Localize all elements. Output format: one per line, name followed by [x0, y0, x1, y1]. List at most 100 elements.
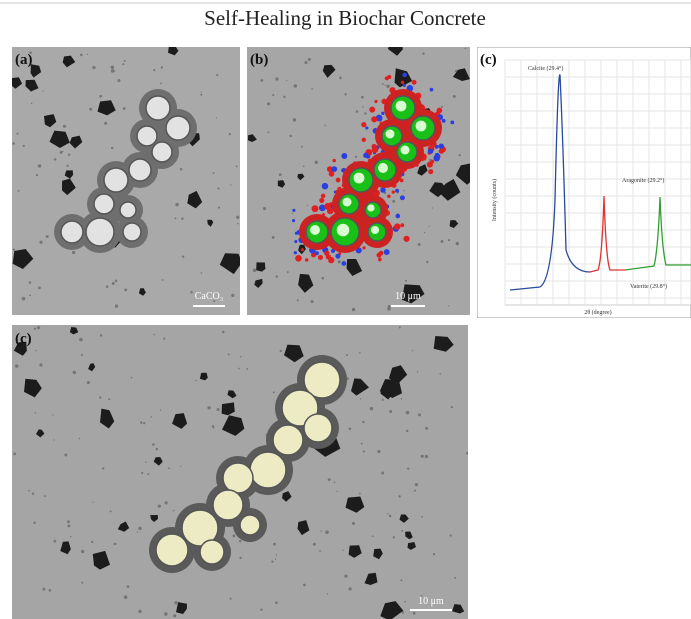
speck [318, 255, 323, 260]
speck [276, 554, 278, 556]
speck [286, 80, 287, 81]
speck [365, 126, 368, 129]
speck [80, 54, 83, 57]
speck [406, 430, 408, 432]
speck [222, 331, 225, 334]
speck [141, 472, 143, 474]
speck [301, 248, 304, 251]
speck [33, 522, 35, 524]
speck [150, 416, 152, 418]
speck [421, 455, 424, 458]
speck [52, 414, 53, 415]
speck [406, 411, 410, 415]
speck [200, 94, 202, 96]
speck [231, 294, 234, 297]
speck [236, 216, 239, 219]
glow [416, 121, 427, 132]
speck [413, 612, 416, 615]
speck [35, 350, 36, 351]
speck [72, 251, 75, 254]
speck [378, 258, 382, 262]
speck [389, 410, 392, 413]
speck [456, 242, 459, 245]
panel-label: (c) [15, 331, 32, 347]
speck [441, 106, 443, 108]
speck [117, 79, 120, 82]
speck [279, 173, 282, 176]
speck [138, 527, 141, 530]
speck [328, 478, 331, 481]
speck [233, 534, 236, 537]
speck [124, 289, 127, 292]
speck [362, 246, 365, 249]
speck [403, 236, 409, 242]
speck [389, 515, 392, 518]
speck [100, 334, 103, 337]
cell [61, 221, 83, 243]
speck [412, 80, 417, 85]
speck [439, 373, 441, 375]
panel-label: (a) [15, 52, 33, 68]
speck [396, 214, 401, 219]
speck [38, 164, 41, 167]
speck [363, 106, 364, 107]
speck [418, 243, 421, 246]
speck [237, 223, 239, 225]
speck [36, 174, 38, 176]
speck [53, 439, 54, 440]
glow [354, 173, 365, 184]
speck [79, 438, 80, 439]
speck [442, 119, 446, 123]
speck [153, 69, 155, 71]
speck [156, 448, 158, 450]
peak-annotation: Aragonite (29.2°) [622, 177, 664, 184]
speck [334, 481, 336, 483]
speck [374, 100, 377, 103]
speck [246, 368, 248, 370]
speck [212, 425, 214, 427]
speck [439, 149, 444, 154]
speck [46, 235, 49, 238]
speck [173, 510, 175, 512]
speck [401, 530, 403, 532]
speck [122, 63, 124, 65]
speck [127, 585, 130, 588]
speck [162, 279, 164, 281]
speck [332, 159, 335, 162]
speck [381, 472, 384, 475]
speck [217, 408, 220, 411]
speck [359, 493, 361, 495]
speck [160, 409, 161, 410]
cell [152, 142, 172, 162]
speck [190, 291, 193, 294]
speck [450, 534, 452, 536]
speck [322, 277, 325, 280]
cell [104, 168, 128, 192]
speck [165, 501, 168, 504]
speck [360, 398, 361, 399]
speck [315, 161, 318, 164]
speck [158, 505, 161, 508]
speck [15, 364, 18, 367]
speck [275, 559, 276, 560]
speck [108, 398, 110, 400]
speck [16, 133, 18, 135]
speck [13, 249, 15, 251]
speck [372, 535, 374, 537]
speck [401, 81, 404, 84]
speck [359, 352, 361, 354]
speck [31, 103, 33, 105]
speck [362, 421, 364, 423]
speck [23, 145, 25, 147]
speck [91, 541, 93, 543]
speck [42, 588, 45, 591]
speck [400, 579, 402, 581]
y-axis-label: Intensity (counts) [491, 179, 498, 221]
panel-b: 10 μm(b) [247, 41, 479, 315]
glow [343, 198, 352, 207]
speck [450, 121, 454, 125]
speck [87, 381, 90, 384]
speck [415, 483, 418, 486]
speck [363, 450, 365, 452]
speck [319, 198, 324, 203]
